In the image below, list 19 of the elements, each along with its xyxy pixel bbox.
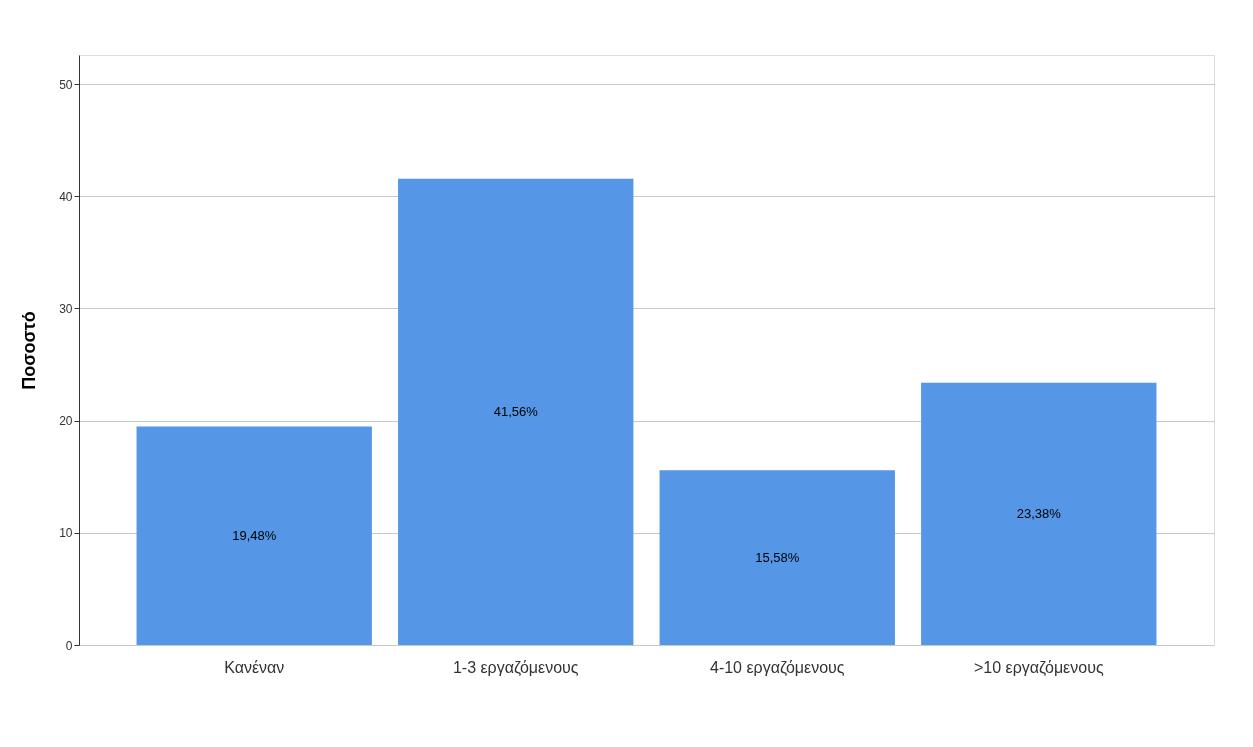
bar (398, 178, 634, 645)
y-tick-label: 40 (59, 189, 73, 204)
y-tick-label: 20 (59, 414, 73, 429)
y-tick-label: 0 (65, 638, 73, 653)
x-tick-label: >10 εργαζόμενους (973, 658, 1104, 677)
y-tick-label: 50 (59, 77, 73, 92)
x-tick-label: Κανέναν (224, 658, 285, 676)
x-tick-label: 4-10 εργαζόμενους (709, 658, 845, 677)
x-tick-label: 1-3 εργαζόμενους (452, 658, 579, 677)
data-label: 41,56% (493, 403, 539, 419)
bar (659, 470, 895, 645)
y-tick-label: 30 (59, 302, 73, 316)
y-tick-label: 10 (59, 526, 73, 541)
bar (136, 426, 372, 645)
data-label: 19,48% (232, 527, 277, 543)
y-axis-title: Ποσοστό (19, 311, 40, 390)
bar (921, 382, 1157, 645)
data-label: 23,38% (1016, 505, 1062, 521)
data-label: 15,58% (755, 549, 800, 565)
